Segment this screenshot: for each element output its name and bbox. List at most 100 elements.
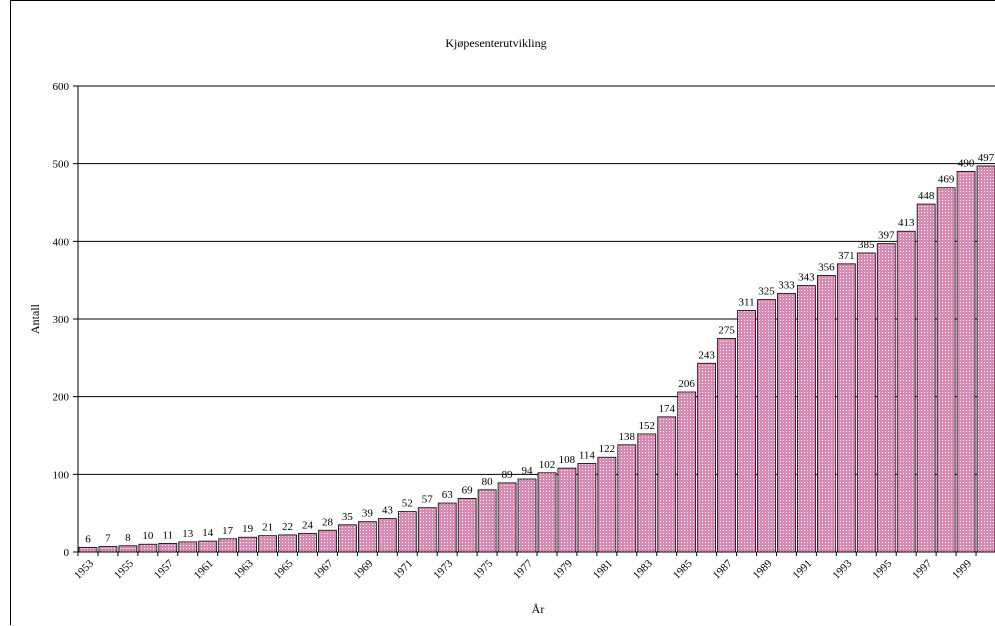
bar xyxy=(557,467,577,553)
bar xyxy=(876,243,896,553)
bar xyxy=(158,543,178,553)
data-label: 6 xyxy=(85,533,91,545)
bar xyxy=(497,482,517,553)
x-tick-label: 1997 xyxy=(910,557,934,581)
data-label: 17 xyxy=(222,525,234,537)
bar xyxy=(477,489,497,553)
x-tick-label: 1953 xyxy=(72,557,96,581)
bar xyxy=(78,546,98,553)
x-axis: 1953 1955 1957 1961 1963 1965 1967 1969 1971 1973… xyxy=(72,551,995,582)
data-label: 11 xyxy=(163,529,174,541)
bar xyxy=(397,511,417,553)
bar xyxy=(956,171,976,553)
data-label: 122 xyxy=(599,443,616,455)
data-label: 497 xyxy=(978,152,995,164)
data-label: 174 xyxy=(658,403,675,415)
bar xyxy=(338,524,357,553)
data-label: 35 xyxy=(342,511,354,523)
y-tick-label: 200 xyxy=(53,392,70,404)
x-tick-label: 1989 xyxy=(751,557,775,581)
x-tick-label: 1973 xyxy=(431,557,455,581)
x-tick-label: 1987 xyxy=(711,557,735,581)
data-label: 243 xyxy=(698,349,715,361)
x-tick-label: 1981 xyxy=(591,558,615,582)
y-tick-label: 0 xyxy=(64,547,70,559)
bar xyxy=(737,310,756,553)
bar xyxy=(357,521,377,553)
bar xyxy=(597,456,617,553)
x-tick-label: 1991 xyxy=(790,558,814,582)
data-label: 385 xyxy=(858,239,875,251)
data-label: 356 xyxy=(818,262,835,274)
y-tick-label: 500 xyxy=(53,159,70,171)
bar xyxy=(797,285,816,553)
bar xyxy=(278,534,297,553)
bar xyxy=(178,541,198,553)
bar xyxy=(777,292,796,553)
chart-frame: Kjøpesenterutvikling 0 100 200 300 400 500 600… xyxy=(10,0,995,625)
x-tick-label: 1971 xyxy=(391,558,415,582)
data-label: 448 xyxy=(918,190,935,202)
bar xyxy=(457,498,477,553)
y-axis: 0 100 200 300 400 500 600 xyxy=(53,81,79,559)
data-label: 22 xyxy=(282,521,293,533)
data-label: 206 xyxy=(678,378,695,390)
data-label: 69 xyxy=(462,484,474,496)
data-label: 63 xyxy=(442,489,454,501)
bar xyxy=(836,263,856,553)
x-tick-label: 1957 xyxy=(152,557,176,581)
y-tick-label: 300 xyxy=(53,314,70,326)
x-tick-label: 1975 xyxy=(471,557,495,581)
data-label: 397 xyxy=(878,230,895,242)
x-axis-title: År xyxy=(532,602,545,616)
data-label: 57 xyxy=(422,494,434,506)
bar-chart: Kjøpesenterutvikling 0 100 200 300 400 500 600… xyxy=(28,36,995,616)
data-label: 333 xyxy=(778,279,795,291)
bar xyxy=(437,502,457,553)
data-label: 8 xyxy=(125,532,131,544)
bar xyxy=(377,518,397,553)
data-labels: 6 7 8 10 11 13 14 17 19 21 22 24 28 35 39 43 52 57 63 69 80 8… xyxy=(85,152,995,545)
data-label: 19 xyxy=(242,523,254,535)
bar xyxy=(238,536,258,553)
x-tick-label: 1967 xyxy=(312,557,336,581)
data-label: 152 xyxy=(639,420,656,432)
x-tick-label: 1999 xyxy=(950,557,974,581)
bar xyxy=(697,362,717,553)
bar xyxy=(936,187,956,553)
x-tick-label: 1983 xyxy=(631,557,655,581)
bar xyxy=(258,535,277,553)
data-label: 311 xyxy=(738,296,754,308)
x-tick-label: 1963 xyxy=(232,557,256,581)
x-tick-label: 1995 xyxy=(870,557,894,581)
data-label: 325 xyxy=(758,286,775,298)
bar xyxy=(657,416,677,553)
data-label: 43 xyxy=(382,505,394,517)
bar xyxy=(298,532,317,553)
data-label: 21 xyxy=(262,522,273,534)
data-label: 343 xyxy=(798,272,815,284)
bar xyxy=(677,391,697,553)
bar xyxy=(637,433,657,553)
y-tick-label: 400 xyxy=(53,236,70,248)
bar xyxy=(717,338,736,553)
bar xyxy=(138,543,158,553)
x-tick-label: 1965 xyxy=(272,557,296,581)
x-tick-label: 1969 xyxy=(351,557,375,581)
data-label: 108 xyxy=(559,454,576,466)
data-label: 89 xyxy=(502,469,513,481)
data-label: 469 xyxy=(938,174,955,186)
bar xyxy=(417,507,437,553)
data-label: 102 xyxy=(539,459,556,471)
data-label: 7 xyxy=(105,533,111,545)
bar xyxy=(757,299,776,553)
bars xyxy=(78,165,995,553)
data-label: 275 xyxy=(718,324,735,336)
data-label: 10 xyxy=(142,530,154,542)
data-label: 52 xyxy=(402,498,413,510)
chart-title: Kjøpesenterutvikling xyxy=(445,36,546,50)
data-label: 94 xyxy=(522,465,534,477)
data-label: 24 xyxy=(302,519,314,531)
bar xyxy=(318,529,337,553)
x-tick-label: 1955 xyxy=(112,557,136,581)
